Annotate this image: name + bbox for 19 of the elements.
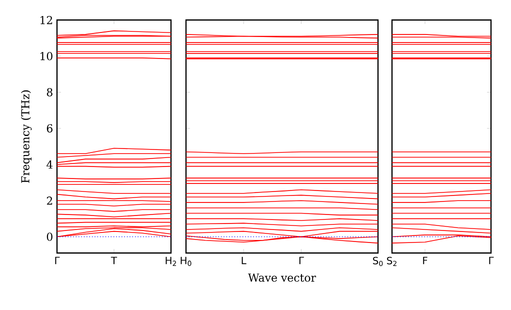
x-tick-label: F xyxy=(423,256,428,264)
y-tick-label: 0 xyxy=(46,232,52,241)
y-tick-label: 10 xyxy=(40,52,52,60)
x-tick-label: T xyxy=(110,256,118,264)
y-tick-label: 8 xyxy=(46,88,52,96)
x-tick-label: Γ xyxy=(489,256,494,264)
y-tick-label: 4 xyxy=(46,160,53,169)
x-tick-label: H$_{0}$ xyxy=(180,256,192,266)
x-axis-title: Wave vector xyxy=(248,274,316,282)
y-tick-label: 12 xyxy=(40,16,52,24)
x-tick-label: Γ xyxy=(299,256,304,264)
x-tick-label: L xyxy=(242,256,246,264)
y-tick-label: 2 xyxy=(46,196,52,205)
x-tick-label: S$_{0}$ xyxy=(373,256,383,266)
x-tick-label: H$_{2}$ xyxy=(166,256,176,266)
y-tick-label: 6 xyxy=(46,124,52,133)
y-axis-title: Frequency (THz) xyxy=(20,90,32,183)
x-tick-label: Γ xyxy=(55,256,60,264)
x-tick-label: S$_{2}$ xyxy=(387,256,396,266)
